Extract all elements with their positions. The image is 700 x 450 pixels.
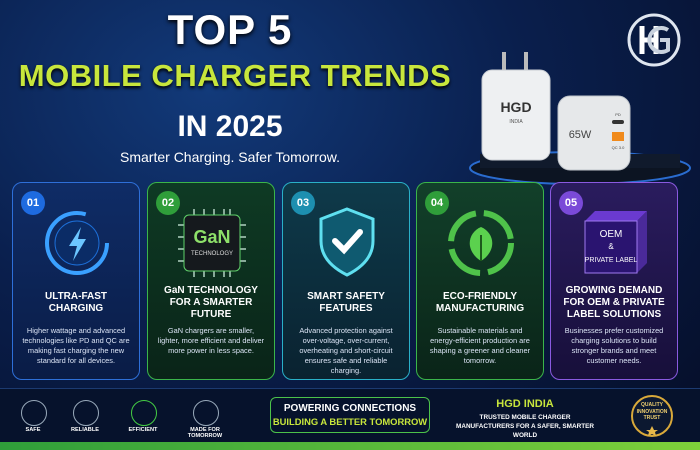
card-description: Sustainable materials and energy-efficie… bbox=[429, 326, 531, 365]
feature-label: SAFE bbox=[25, 427, 41, 433]
card-icon: OEM & PRIVATE LABEL bbox=[584, 211, 647, 274]
card-title: ECO-FRIENDLY MANUFACTURING bbox=[435, 291, 525, 314]
product-image: HGD INDIA 65W PD QC 3.0 bbox=[469, 52, 691, 185]
feature-label: RELIABLE bbox=[71, 427, 99, 433]
box-subtext: PRIVATE LABEL bbox=[585, 257, 638, 264]
card-icon bbox=[45, 211, 109, 275]
bottom-bar bbox=[0, 442, 700, 450]
feature-icon bbox=[131, 400, 157, 426]
feature-icon bbox=[193, 400, 219, 426]
card-icon: GaN TECHNOLOGY bbox=[178, 209, 246, 277]
feature-icon bbox=[21, 400, 47, 426]
card-icon bbox=[448, 210, 514, 276]
trend-card: 03 SMART SAFETY FEATURES Advanced protec… bbox=[282, 182, 410, 380]
port-label-2: QC 3.0 bbox=[612, 145, 625, 150]
logo bbox=[627, 13, 681, 67]
card-icon bbox=[319, 207, 375, 277]
trend-card: 05 OEM & PRIVATE LABEL GROWING DEMAND FO… bbox=[550, 182, 678, 380]
badge-icon bbox=[631, 395, 673, 437]
feature-icon bbox=[73, 400, 99, 426]
subtitle: Smarter Charging. Safer Tomorrow. bbox=[120, 149, 340, 165]
feature-label: EFFICIENT bbox=[128, 427, 158, 433]
product-brand-sub: INDIA bbox=[509, 119, 523, 125]
card-title: ULTRA-FAST CHARGING bbox=[44, 291, 108, 314]
card-description: Higher wattage and advanced technologies… bbox=[22, 326, 130, 365]
trend-card: 01 ULTRA-FAST CHARGING Higher wattage an… bbox=[12, 182, 140, 380]
card-description: Advanced protection against over-voltage… bbox=[299, 326, 393, 375]
product-brand: HGD bbox=[500, 99, 531, 115]
title-line-1: TOP 5 bbox=[167, 6, 293, 53]
footer bbox=[0, 388, 700, 443]
company-tagline: TRUSTED MOBILE CHARGER MANUFACTURERS FOR… bbox=[456, 414, 594, 439]
feature-label: MADE FOR TOMORROW bbox=[187, 427, 223, 439]
trend-card: 04 ECO-FRIENDLY MANUFACTURING Sustainabl… bbox=[416, 182, 544, 380]
chip-text: GaN bbox=[193, 227, 230, 247]
card-title: GROWING DEMAND FOR OEM & PRIVATE LABEL S… bbox=[563, 285, 665, 320]
company-name: HGD INDIA bbox=[496, 398, 554, 410]
card-description: Businesses prefer customized charging so… bbox=[564, 326, 664, 365]
title-line-2: MOBILE CHARGER TRENDS bbox=[18, 58, 452, 93]
port-label-1: PD bbox=[615, 112, 621, 117]
card-title: SMART SAFETY FEATURES bbox=[307, 291, 385, 314]
chip-subtext: TECHNOLOGY bbox=[191, 251, 233, 257]
card-number: 04 bbox=[425, 191, 449, 215]
slogan-line-1: POWERING CONNECTIONS bbox=[283, 403, 417, 414]
card-number: 05 bbox=[559, 191, 583, 215]
product-wattage: 65W bbox=[569, 129, 592, 141]
card-number: 02 bbox=[156, 191, 180, 215]
title-line-3: IN 2025 bbox=[177, 110, 283, 143]
slogan-line-2: BUILDING A BETTER TOMORROW bbox=[272, 416, 428, 427]
slogan-box: POWERING CONNECTIONS BUILDING A BETTER T… bbox=[270, 397, 430, 433]
box-text: OEM bbox=[600, 229, 623, 240]
card-number: 01 bbox=[21, 191, 45, 215]
card-title: GaN TECHNOLOGY FOR A SMARTER FUTURE bbox=[164, 285, 258, 320]
badge-text: QUALITY INNOVATION TRUST bbox=[636, 402, 668, 421]
card-description: GaN chargers are smaller, lighter, more … bbox=[157, 326, 265, 355]
box-amp: & bbox=[608, 242, 614, 251]
card-number: 03 bbox=[291, 191, 315, 215]
trend-card: 02 GaN TECHNOLOGY GaN TECHNOLOGY FOR A S… bbox=[147, 182, 275, 380]
